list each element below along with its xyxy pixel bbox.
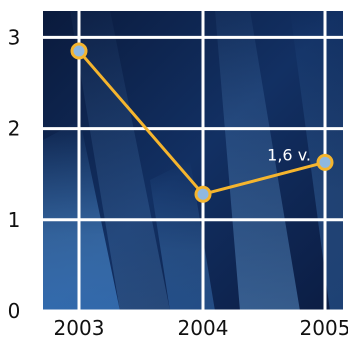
x-tick-label: 2004 xyxy=(178,316,229,340)
y-tick-label: 0 xyxy=(8,299,21,323)
data-labels: 1,6 v. xyxy=(267,145,311,164)
data-point-marker xyxy=(194,185,212,203)
x-tick-label: 2003 xyxy=(54,316,105,340)
plot-background xyxy=(43,10,343,311)
y-tick-label: 1 xyxy=(8,208,21,232)
data-point-marker xyxy=(70,42,88,60)
y-axis-ticks: 0 1 2 3 xyxy=(8,25,21,323)
data-point-marker xyxy=(316,153,334,171)
data-label: 1,6 v. xyxy=(267,145,311,164)
y-tick-label: 3 xyxy=(8,25,21,49)
grid-lines xyxy=(43,9,343,313)
x-axis-ticks: 2003 2004 2005 xyxy=(54,316,348,340)
x-tick-label: 2005 xyxy=(300,316,348,340)
y-tick-label: 2 xyxy=(8,117,21,141)
series-line xyxy=(70,42,334,203)
